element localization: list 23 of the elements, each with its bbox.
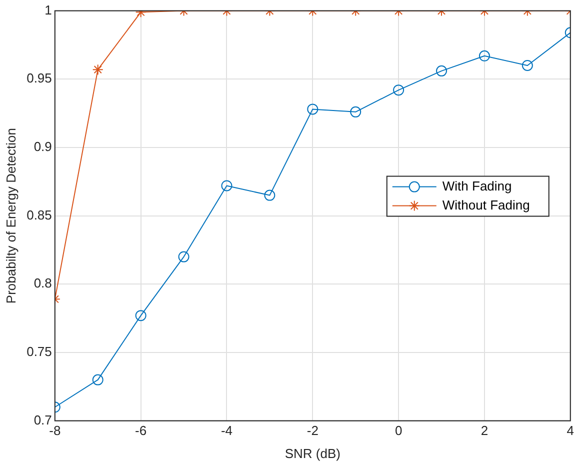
- x-tick-label: -4: [220, 423, 233, 438]
- y-tick-label: 0.8: [34, 276, 52, 291]
- y-tick-label: 0.95: [26, 70, 52, 86]
- y-tick-label: 0.7: [34, 412, 52, 428]
- point: [135, 310, 146, 322]
- x-tick-label: -8: [49, 423, 61, 438]
- x-tick-label: 0: [394, 423, 402, 438]
- y-axis-title: Probabilty of Energy Detection: [3, 128, 18, 304]
- x-tick-label: 4: [566, 423, 574, 438]
- x-axis-title: SNR (dB): [284, 446, 340, 461]
- point: [92, 374, 104, 386]
- x-tick-label: -6: [135, 423, 147, 438]
- point: [221, 180, 232, 192]
- legend-label: Without Fading: [442, 197, 530, 212]
- y-tick-label: 0.9: [34, 139, 52, 154]
- legend-label: With Fading: [442, 178, 512, 194]
- point: [264, 190, 276, 201]
- y-tick-label: 0.75: [26, 344, 52, 360]
- x-tick-label: -2: [306, 423, 318, 438]
- x-tick-label: 2: [480, 423, 488, 438]
- y-tick-label: 1: [44, 2, 52, 18]
- y-tick-label: 0.85: [26, 207, 52, 222]
- point: [178, 251, 190, 262]
